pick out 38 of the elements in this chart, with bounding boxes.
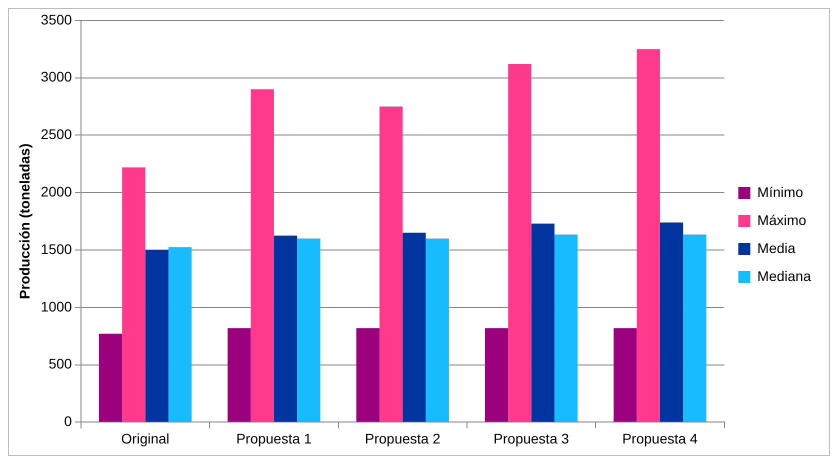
bar <box>531 224 554 422</box>
legend-label: Mediana <box>757 268 812 284</box>
x-tick-label: Propuesta 2 <box>364 430 441 446</box>
bar <box>98 334 122 422</box>
legend-label: Media <box>757 240 796 256</box>
bar <box>297 238 320 422</box>
bar <box>356 328 380 422</box>
x-tick-label: Original <box>121 430 170 446</box>
y-tick-label: 0 <box>64 413 72 430</box>
bar <box>402 232 426 422</box>
bar <box>274 236 298 422</box>
bar <box>145 250 168 422</box>
bar <box>508 64 532 422</box>
y-tick-label: 2500 <box>40 126 72 142</box>
bar <box>614 328 637 422</box>
bar <box>426 238 449 422</box>
bar <box>636 49 660 422</box>
y-tick-label: 1500 <box>40 240 72 257</box>
bar <box>122 167 146 422</box>
y-tick-label: 3500 <box>40 11 72 28</box>
y-tick-label: 3000 <box>40 68 72 85</box>
bar <box>168 247 192 422</box>
bar <box>228 328 251 422</box>
y-tick-label: 2000 <box>40 183 72 200</box>
bar <box>250 89 274 422</box>
bar <box>379 106 403 422</box>
x-tick-label: Propuesta 4 <box>622 430 698 446</box>
legend-label: Máximo <box>757 212 807 228</box>
y-axis-title: Producción (toneladas) <box>16 144 32 300</box>
legend-label: Mínimo <box>757 184 804 200</box>
y-tick-label: 1000 <box>40 298 72 314</box>
y-tick-label: 500 <box>48 356 72 372</box>
bar <box>683 234 706 422</box>
bar <box>554 234 578 422</box>
x-tick-label: Propuesta 3 <box>494 430 570 446</box>
bar <box>484 328 508 422</box>
x-tick-label: Propuesta 1 <box>236 430 312 446</box>
bar <box>660 222 684 422</box>
